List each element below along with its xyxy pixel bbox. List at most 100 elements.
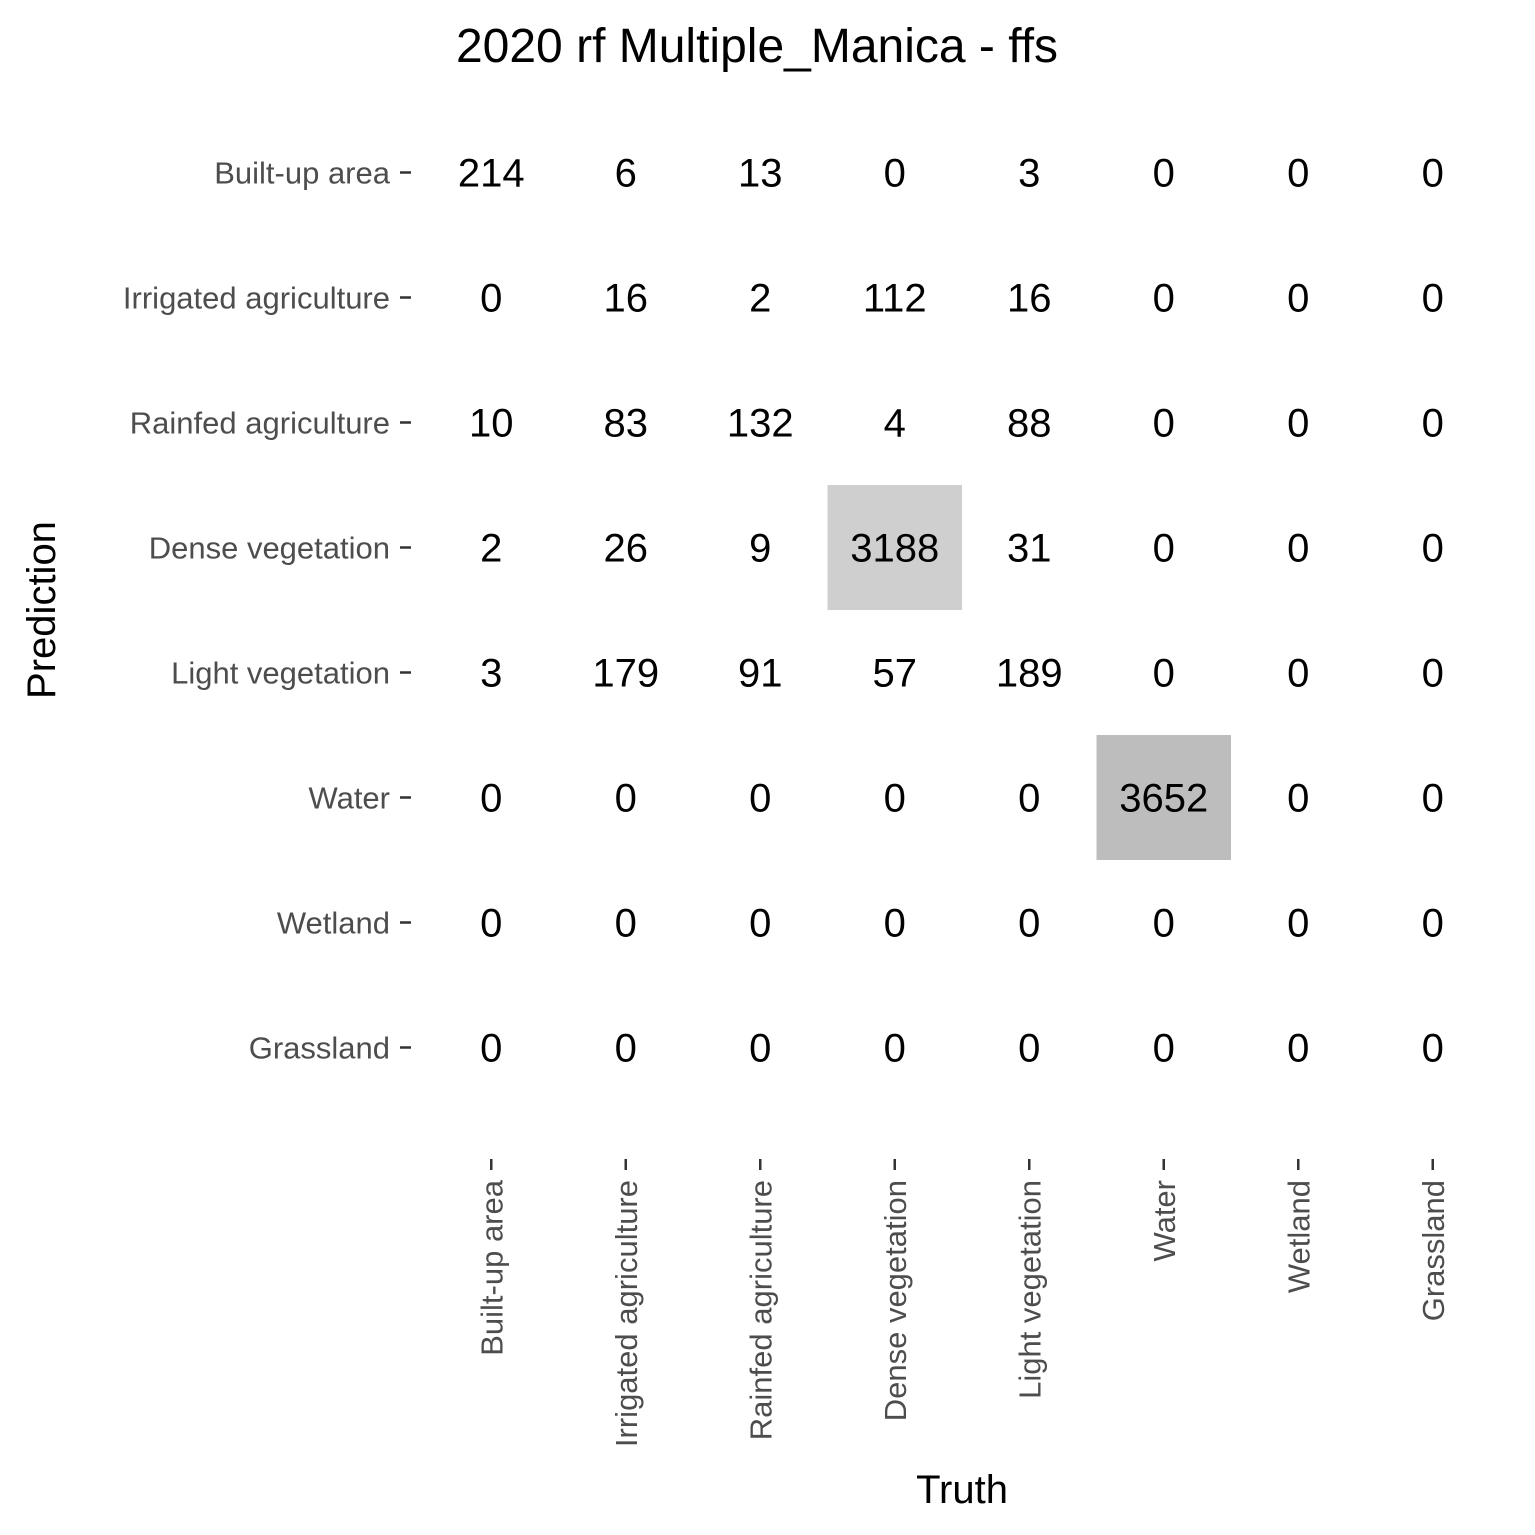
cell-value-label: 57 — [873, 652, 918, 696]
cell-value-label: 3 — [1018, 152, 1040, 196]
cell-value-label: 3652 — [1119, 777, 1208, 821]
heatmap-cell — [827, 360, 962, 485]
cell-value-label: 0 — [1153, 527, 1175, 571]
cell-value-label: 0 — [1287, 777, 1309, 821]
x-axis: Built-up area Irrigated agriculture Rainfe… — [474, 1159, 1451, 1447]
cell-value-label: 0 — [480, 277, 502, 321]
cell-value-label: 0 — [884, 777, 906, 821]
cell-value-label: 3188 — [850, 527, 939, 571]
cell-value-label: 16 — [1007, 277, 1052, 321]
heatmap-cell — [558, 485, 693, 610]
heatmap-cell — [962, 110, 1097, 235]
cell-value-label: 0 — [1153, 1027, 1175, 1071]
y-tick-label-irrigated-agriculture: Irrigated agriculture — [123, 281, 390, 316]
y-axis: Built-up area Irrigated agriculture Rainfe… — [123, 156, 411, 1066]
heatmap-cell — [693, 485, 828, 610]
heatmap-cell — [424, 610, 559, 735]
heatmap-cell — [962, 610, 1097, 735]
heatmap-cell — [424, 110, 559, 235]
cell-value-label: 13 — [738, 152, 783, 196]
cell-value-label: 0 — [1153, 902, 1175, 946]
heatmap-cell — [827, 610, 962, 735]
cell-value-label: 0 — [1422, 777, 1444, 821]
cell-value-label: 0 — [1422, 152, 1444, 196]
y-tick-label-rainfed-agriculture: Rainfed agriculture — [130, 406, 390, 441]
cell-value-label: 0 — [1422, 402, 1444, 446]
cell-value-label: 0 — [1422, 902, 1444, 946]
cell-value-label: 91 — [738, 652, 783, 696]
y-tick-label-light-vegetation: Light vegetation — [171, 656, 390, 691]
y-tick-label-wetland: Wetland — [277, 906, 390, 941]
cell-value-label: 6 — [615, 152, 637, 196]
cell-value-label: 0 — [1018, 902, 1040, 946]
x-tick-label-water: Water — [1147, 1180, 1182, 1262]
cell-value-label: 132 — [727, 402, 794, 446]
cell-value-label: 0 — [480, 902, 502, 946]
cell-value-label: 3 — [480, 652, 502, 696]
cell-value-label: 0 — [1153, 152, 1175, 196]
heatmap-cell — [693, 110, 828, 235]
cell-value-label: 0 — [1287, 152, 1309, 196]
cell-value-label: 0 — [1153, 277, 1175, 321]
cell-value-label: 189 — [996, 652, 1063, 696]
x-axis-title: Truth — [916, 1468, 1008, 1512]
x-tick-label-dense-vegetation: Dense vegetation — [878, 1180, 913, 1421]
cell-value-label: 0 — [1287, 527, 1309, 571]
cell-value-label: 0 — [884, 152, 906, 196]
cell-value-label: 2 — [749, 277, 771, 321]
cell-value-label: 9 — [749, 527, 771, 571]
cell-value-label: 26 — [604, 527, 649, 571]
heatmap-cell — [424, 360, 559, 485]
cell-value-label: 0 — [615, 902, 637, 946]
cell-value-label: 0 — [1153, 652, 1175, 696]
cell-value-label: 0 — [1287, 277, 1309, 321]
cell-value-label: 0 — [749, 777, 771, 821]
heatmap-cell — [558, 610, 693, 735]
cell-value-label: 10 — [469, 402, 514, 446]
cell-value-label: 16 — [604, 277, 649, 321]
heatmap-cell — [558, 110, 693, 235]
cell-value-label: 112 — [863, 277, 927, 321]
heatmap-cell — [1096, 735, 1231, 860]
heatmap-cell — [558, 360, 693, 485]
chart-title: 2020 rf Multiple_Manica - ffs — [456, 20, 1058, 73]
cell-value-label: 31 — [1007, 527, 1052, 571]
cell-value-label: 0 — [480, 1027, 502, 1071]
cell-value-label: 179 — [592, 652, 659, 696]
y-tick-label-water: Water — [308, 781, 390, 816]
heatmap-cell — [693, 360, 828, 485]
heatmap-cell — [424, 485, 559, 610]
x-tick-label-rainfed-agriculture: Rainfed agriculture — [743, 1180, 778, 1440]
heatmap-cell-labels: 214 6 13 0 3 0 0 0 0 16 2 112 16 0 0 0 10 83 132 4 88 0 0 0 2 26 9… — [458, 152, 1444, 1071]
x-tick-label-built-up-area: Built-up area — [474, 1179, 509, 1356]
heatmap-cell — [962, 360, 1097, 485]
cell-value-label: 0 — [1153, 402, 1175, 446]
cell-value-label: 88 — [1007, 402, 1052, 446]
cell-value-label: 0 — [1422, 1027, 1444, 1071]
heatmap-cell — [693, 610, 828, 735]
x-tick-label-grassland: Grassland — [1416, 1180, 1451, 1321]
cell-value-label: 0 — [1018, 777, 1040, 821]
cell-value-label: 0 — [1422, 527, 1444, 571]
cell-value-label: 0 — [480, 777, 502, 821]
x-tick-label-light-vegetation: Light vegetation — [1012, 1180, 1047, 1399]
cell-value-label: 0 — [1287, 1027, 1309, 1071]
y-tick-label-built-up-area: Built-up area — [214, 156, 391, 191]
cell-value-label: 83 — [604, 402, 649, 446]
y-axis-title: Prediction — [20, 521, 64, 699]
cell-value-label: 0 — [1287, 902, 1309, 946]
cell-value-label: 2 — [480, 527, 502, 571]
cell-value-label: 0 — [884, 1027, 906, 1071]
heatmap-cell — [962, 235, 1097, 360]
cell-value-label: 0 — [1422, 652, 1444, 696]
cell-value-label: 214 — [458, 152, 525, 196]
cell-value-label: 0 — [749, 1027, 771, 1071]
cell-value-label: 0 — [749, 902, 771, 946]
cell-value-label: 0 — [615, 777, 637, 821]
cell-value-label: 0 — [1422, 277, 1444, 321]
heatmap-cell — [827, 485, 962, 610]
cell-value-label: 0 — [1018, 1027, 1040, 1071]
heatmap-cells — [424, 110, 1231, 860]
cell-value-label: 0 — [615, 1027, 637, 1071]
